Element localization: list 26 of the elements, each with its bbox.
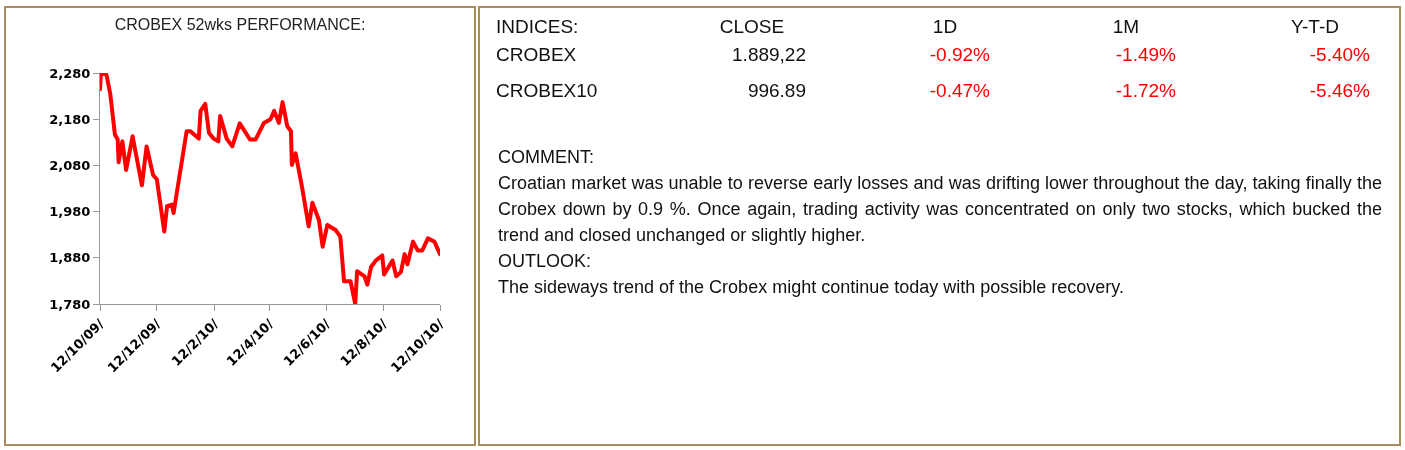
text: -1.72% [1114,80,1176,102]
text: 1.889,22 [731,44,806,66]
y-tick-label: 2,180 [49,111,91,127]
text: -1.49% [1114,44,1176,66]
text: CROBEX [496,44,578,66]
text: OUTLOOK: [498,250,592,273]
text: 1D [931,16,959,38]
text: -0.47% [928,80,990,102]
y-tick-label: 1,780 [49,296,91,312]
chart-title: CROBEX 52wks PERFORMANCE: [114,16,366,34]
text: The sideways trend of the Crobex might continue today with possible recovery. [498,276,1125,299]
y-tick-label: 1,880 [49,250,91,266]
text: 996.89 [746,80,806,102]
text: INDICES: [496,16,580,38]
text: COMMENT: [498,146,595,169]
text: CROBEX10 [496,80,599,102]
y-tick-label: 1,980 [49,204,91,220]
text: Y-T-D [1290,16,1340,38]
y-tick-label: 2,080 [49,157,91,173]
text: -5.40% [1308,44,1370,66]
y-tick-label: 2,280 [49,65,91,81]
text: -5.46% [1308,80,1370,102]
text: 1M [1111,16,1141,38]
text: Croatian market was unable to reverse early losses and was drifting lower throughout the day, taking finally the Crobex down by 0.9 %. Once again, trading activity was concentrated on only two stocks, which bucked the trend and closed unchanged or slightly higher. [498,172,1382,247]
text: CLOSE [718,16,786,38]
text: -0.92% [928,44,990,66]
